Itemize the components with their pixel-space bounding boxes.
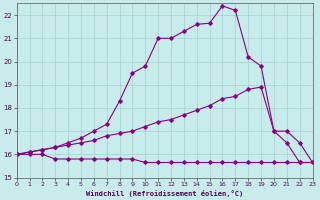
X-axis label: Windchill (Refroidissement éolien,°C): Windchill (Refroidissement éolien,°C) xyxy=(86,190,243,197)
